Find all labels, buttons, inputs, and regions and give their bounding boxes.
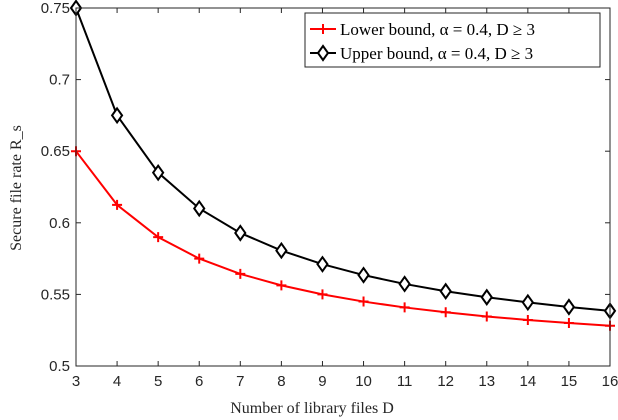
- diamond-marker: [275, 241, 288, 260]
- diamond-marker: [439, 282, 452, 300]
- x-axis-label: Number of library files D: [230, 400, 394, 417]
- x-tick-label: 3: [72, 373, 80, 390]
- diamond-marker: [398, 275, 411, 293]
- x-tick-label: 10: [355, 373, 372, 390]
- x-tick-label: 7: [236, 373, 244, 390]
- series-line: [75, 7, 611, 312]
- legend: Lower bound, α = 0.4, D ≥ 3 Upper bound,…: [304, 12, 601, 68]
- y-tick-label: 0.65: [41, 143, 70, 160]
- legend-box: [304, 12, 601, 68]
- series-layer: [69, 0, 617, 331]
- y-tick-label: 0.5: [49, 358, 70, 375]
- x-tick-label: 14: [520, 373, 537, 390]
- y-tick-label: 0.7: [49, 72, 70, 89]
- x-tick-label: 5: [154, 373, 162, 390]
- diamond-marker: [193, 199, 206, 218]
- plus-marker: [358, 296, 369, 307]
- plus-marker: [112, 199, 123, 210]
- diamond-marker: [316, 44, 330, 62]
- x-tick-label: 6: [195, 373, 203, 390]
- plus-marker: [440, 307, 451, 318]
- plus-marker: [194, 253, 205, 264]
- x-tick-label: 8: [277, 373, 285, 390]
- y-tick-label: 0.6: [49, 215, 70, 232]
- plus-marker: [563, 318, 574, 329]
- y-tick-label: 0.55: [41, 286, 70, 303]
- diamond-marker: [234, 224, 247, 242]
- legend-label-upper-bound: Upper bound, α = 0.4, D ≥ 3: [340, 44, 533, 63]
- x-tick-label: 15: [561, 373, 578, 390]
- plus-marker: [235, 268, 246, 279]
- y-axis-label: Secure file rate R_s: [8, 125, 25, 251]
- series-1: [69, 0, 617, 320]
- plus-marker: [317, 289, 328, 300]
- plus-marker: [481, 311, 492, 322]
- series-line: [75, 150, 611, 327]
- y-tick-labels: 0.5 0.55 0.6 0.65 0.7 0.75: [41, 0, 70, 375]
- diamond-marker: [562, 298, 576, 316]
- diamond-marker: [316, 255, 329, 273]
- plus-marker: [318, 24, 328, 34]
- diamond-marker: [480, 288, 493, 306]
- legend-label-lower-bound: Lower bound, α = 0.4, D ≥ 3: [340, 20, 535, 39]
- plot-frame: [75, 7, 611, 367]
- series-0: [71, 146, 615, 331]
- legend-marker-plus: [318, 24, 328, 34]
- legend-marker-diamond: [316, 44, 330, 62]
- y-tick-label: 0.75: [41, 0, 70, 17]
- x-tick-label: 4: [113, 373, 121, 390]
- plus-marker: [399, 302, 410, 313]
- plot-area: [76, 8, 610, 366]
- x-tick-label: 16: [602, 373, 618, 390]
- diamond-marker: [151, 163, 165, 182]
- plus-marker: [153, 232, 164, 243]
- x-tick-label: 9: [318, 373, 326, 390]
- diamond-marker: [110, 106, 124, 125]
- diamond-marker: [357, 266, 370, 284]
- x-tick-labels: 3 4 5 6 7 8 9 10 11 12 13 14 15 16: [72, 373, 618, 390]
- plus-marker: [522, 315, 533, 326]
- x-tick-label: 11: [397, 373, 413, 390]
- diamond-marker: [521, 293, 535, 312]
- x-tick-label: 12: [437, 373, 454, 390]
- x-tick-label: 13: [478, 373, 495, 390]
- plus-marker: [276, 280, 287, 291]
